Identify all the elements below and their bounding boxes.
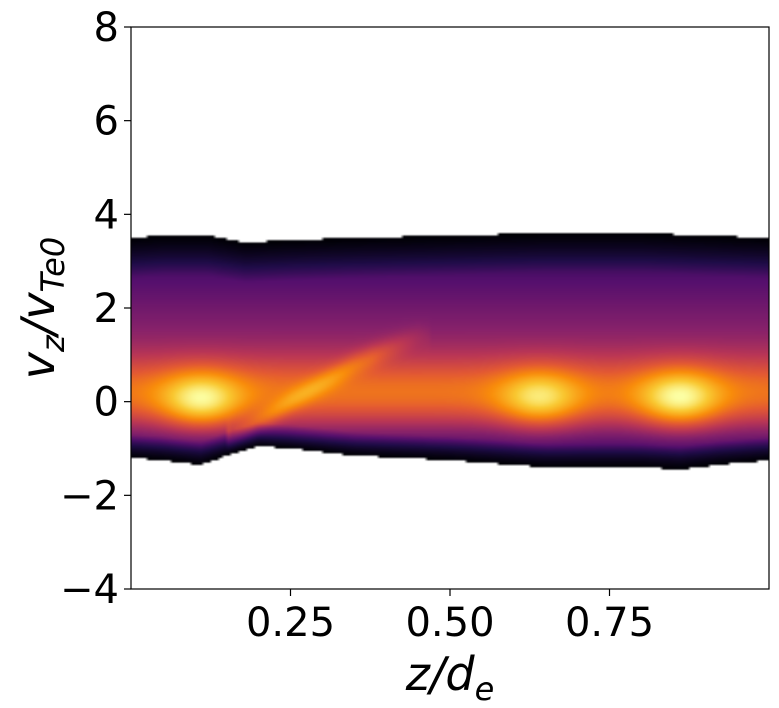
- y-axis-label-sub-z: z: [34, 334, 72, 353]
- y-tick-label: 8: [94, 5, 119, 51]
- x-axis-ticks: 0.25 0.50 0.75: [246, 589, 654, 646]
- y-axis-ticks: −4 −2 0 2 4 6 8: [60, 5, 131, 613]
- y-tick-label: 4: [94, 192, 119, 238]
- x-axis-label-subscript: e: [475, 670, 495, 708]
- y-axis-label-sub-te0: Te0: [34, 237, 72, 293]
- x-axis-label: z/de: [405, 647, 495, 708]
- x-tick-label: 0.50: [405, 600, 494, 646]
- heatmap-image: [131, 27, 769, 589]
- y-tick-label: 2: [94, 286, 119, 332]
- y-tick-label: 0: [94, 380, 119, 426]
- y-tick-label: −4: [60, 567, 119, 613]
- y-axis-label: vz/vTe0: [11, 237, 72, 379]
- x-tick-label: 0.25: [246, 600, 335, 646]
- y-tick-label: −2: [60, 473, 119, 519]
- x-tick-label: 0.75: [565, 600, 654, 646]
- plot-area: [131, 27, 769, 589]
- y-tick-label: 6: [94, 99, 119, 145]
